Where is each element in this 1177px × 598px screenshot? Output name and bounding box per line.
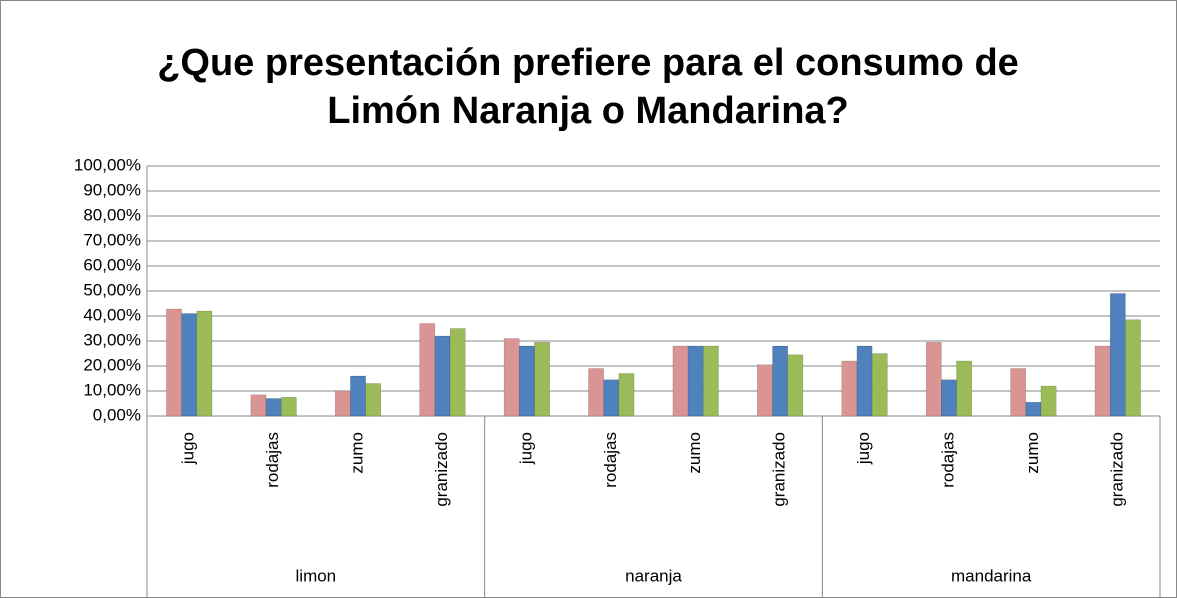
bar [1010, 368, 1027, 417]
x-tick-label: zumo [348, 432, 367, 474]
y-tick-label: 20,00% [83, 355, 141, 374]
bar [787, 354, 804, 417]
bar [956, 360, 973, 417]
bar [925, 342, 942, 417]
bar [588, 368, 604, 417]
bar [534, 342, 550, 417]
bar [419, 323, 436, 417]
bar [618, 373, 635, 417]
bar [1040, 385, 1057, 417]
bar [871, 353, 888, 417]
bar [519, 345, 535, 417]
x-tick-label: jugo [854, 432, 873, 465]
bar [941, 379, 957, 417]
x-tick-label: rodajas [938, 432, 957, 488]
bar [1094, 345, 1111, 417]
y-tick-label: 80,00% [83, 205, 141, 224]
x-tick-label: zumo [685, 432, 704, 474]
bar [703, 345, 719, 417]
group-label: mandarina [951, 566, 1032, 585]
x-tick-label: granizado [770, 432, 789, 507]
bar [841, 360, 858, 417]
bar [1109, 293, 1126, 417]
x-tick-label: jugo [516, 432, 535, 465]
bar [434, 335, 451, 417]
bar [687, 345, 704, 417]
group-label: limon [296, 566, 337, 585]
bar [772, 345, 788, 417]
chart-title: Limón Naranja o Mandarina? [327, 90, 849, 132]
y-tick-label: 50,00% [83, 280, 141, 299]
x-tick-label: jugo [179, 432, 198, 465]
y-tick-label: 0,00% [93, 405, 141, 424]
bar [166, 308, 182, 417]
bar [1125, 319, 1141, 417]
y-tick-label: 40,00% [83, 305, 141, 324]
y-tick-label: 10,00% [83, 380, 141, 399]
bar [265, 398, 282, 417]
bar [1025, 402, 1042, 417]
bar [365, 383, 382, 417]
bar [856, 345, 873, 417]
y-tick-label: 30,00% [83, 330, 141, 349]
y-tick-label: 90,00% [83, 180, 141, 199]
bar [603, 379, 620, 417]
x-tick-label: rodajas [263, 432, 282, 488]
y-tick-label: 100,00% [74, 155, 141, 174]
x-tick-label: granizado [432, 432, 451, 507]
bar [503, 338, 520, 417]
bar [350, 375, 366, 417]
bar [250, 394, 267, 417]
bar [196, 310, 213, 417]
x-tick-label: rodajas [601, 432, 620, 488]
bar [181, 313, 198, 417]
chart-title: ¿Que presentación prefiere para el consu… [157, 42, 1019, 84]
bar [672, 345, 689, 417]
y-tick-label: 60,00% [83, 255, 141, 274]
bar [334, 390, 351, 417]
bar [449, 328, 466, 417]
bar [757, 364, 773, 417]
x-tick-label: granizado [1107, 432, 1126, 507]
group-label: naranja [625, 566, 682, 585]
x-tick-label: zumo [1023, 432, 1042, 474]
y-tick-label: 70,00% [83, 230, 141, 249]
bar [280, 397, 297, 417]
